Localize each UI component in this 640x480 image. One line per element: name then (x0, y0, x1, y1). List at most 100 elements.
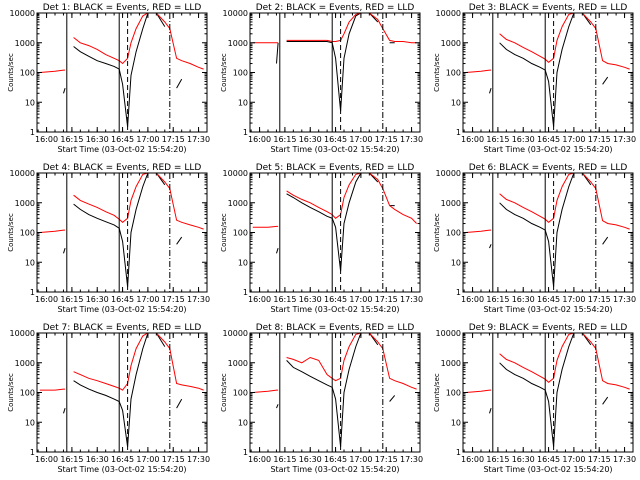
y-axis-label: Counts/sec (7, 213, 15, 252)
x-tick-label: 16:00 (461, 135, 484, 144)
x-tick-label: 16:00 (461, 295, 484, 304)
x-tick-label: 16:45 (537, 135, 560, 144)
plot-frame (36, 172, 208, 293)
y-tick-label: 10 (238, 258, 248, 267)
x-tick-label: 16:15 (486, 455, 509, 464)
panel-det-5: Det 5: BLACK = Events, RED = LLD 1 10 100 10… (220, 163, 423, 314)
series-lld-line (465, 172, 630, 233)
plot-frame (249, 12, 421, 133)
y-tick-label: 10 (25, 418, 35, 427)
y-axis-label: Counts/sec (220, 373, 228, 412)
y-tick-label: 10 (451, 258, 461, 267)
plot-frame (249, 332, 421, 453)
panel-det-2: Det 2: BLACK = Events, RED = LLD 1 10 100 10… (220, 3, 423, 154)
plot-frame (462, 172, 634, 293)
x-tick-label: 16:15 (486, 135, 509, 144)
series-events-line (276, 172, 395, 272)
x-tick-label: 17:00 (562, 295, 585, 304)
panel-title: Det 6: BLACK = Events, RED = LLD (469, 163, 628, 173)
y-tick-label: 100 (20, 229, 35, 238)
panel-det-6: Det 6: BLACK = Events, RED = LLD 1 10 100 10… (433, 163, 636, 314)
panel-det-1: Det 1: BLACK = Events, RED = LLD 1 10 100 10… (7, 3, 210, 154)
x-tick-label: 17:30 (187, 135, 210, 144)
panel-title: Det 2: BLACK = Events, RED = LLD (256, 3, 415, 13)
x-tick-label: 16:00 (35, 455, 58, 464)
x-tick-label: 17:00 (136, 295, 159, 304)
y-tick-label: 1 (243, 448, 248, 457)
series-events-line (489, 332, 609, 447)
y-tick-label: 10000 (436, 169, 461, 178)
y-tick-label: 1000 (228, 39, 248, 48)
y-axis-label: Counts/sec (433, 373, 441, 412)
y-tick-label: 100 (233, 69, 248, 78)
x-tick-label: 17:30 (613, 295, 636, 304)
x-axis-label: Start Time (03-Oct-02 15:54:20) (57, 465, 186, 474)
y-tick-label: 1 (243, 128, 248, 137)
x-tick-label: 16:30 (299, 455, 322, 464)
y-tick-label: 100 (446, 229, 461, 238)
plot-frame (36, 12, 208, 133)
x-tick-label: 17:00 (136, 455, 159, 464)
y-tick-label: 1 (456, 128, 461, 137)
y-tick-label: 10000 (10, 9, 35, 18)
panel-title: Det 1: BLACK = Events, RED = LLD (43, 3, 202, 13)
x-axis-label: Start Time (03-Oct-02 15:54:20) (270, 145, 399, 154)
y-tick-label: 1 (30, 448, 35, 457)
series-lld-line (39, 172, 204, 233)
series-lld-line (252, 332, 417, 393)
x-tick-label: 16:00 (248, 135, 271, 144)
x-tick-label: 17:15 (162, 135, 185, 144)
series-events-line (63, 12, 183, 127)
y-tick-label: 1 (30, 128, 35, 137)
x-tick-label: 16:30 (512, 295, 535, 304)
x-axis-label: Start Time (03-Oct-02 15:54:20) (57, 305, 186, 314)
x-axis-label: Start Time (03-Oct-02 15:54:20) (57, 145, 186, 154)
x-tick-label: 16:30 (86, 295, 109, 304)
y-tick-label: 1000 (228, 199, 248, 208)
series-lld-line (465, 332, 630, 393)
x-tick-label: 16:00 (35, 295, 58, 304)
y-tick-label: 1000 (441, 39, 461, 48)
x-tick-label: 16:30 (299, 295, 322, 304)
x-tick-label: 17:00 (136, 135, 159, 144)
x-tick-label: 17:00 (562, 455, 585, 464)
x-axis-label: Start Time (03-Oct-02 15:54:20) (483, 465, 612, 474)
x-tick-label: 17:00 (349, 455, 372, 464)
x-tick-label: 16:45 (537, 295, 560, 304)
y-axis-label: Counts/sec (433, 53, 441, 92)
panel-det-7: Det 7: BLACK = Events, RED = LLD 1 10 100 10… (7, 323, 210, 474)
y-axis-label: Counts/sec (220, 213, 228, 252)
x-axis-label: Start Time (03-Oct-02 15:54:20) (483, 145, 612, 154)
x-tick-label: 16:45 (111, 295, 134, 304)
panel-det-9: Det 9: BLACK = Events, RED = LLD 1 10 100 10… (433, 323, 636, 474)
x-tick-label: 17:30 (187, 455, 210, 464)
y-tick-label: 10 (25, 98, 35, 107)
plot-frame (249, 172, 421, 293)
x-tick-label: 17:30 (187, 295, 210, 304)
x-tick-label: 16:45 (537, 455, 560, 464)
panel-title: Det 8: BLACK = Events, RED = LLD (256, 323, 415, 333)
x-axis-label: Start Time (03-Oct-02 15:54:20) (270, 465, 399, 474)
y-tick-label: 10 (238, 98, 248, 107)
y-tick-label: 100 (446, 69, 461, 78)
series-lld-line (252, 12, 417, 44)
panel-title: Det 9: BLACK = Events, RED = LLD (469, 323, 628, 333)
x-tick-label: 16:45 (324, 135, 347, 144)
series-lld-line (39, 12, 204, 73)
series-events-line (276, 12, 395, 112)
x-tick-label: 16:30 (512, 455, 535, 464)
x-tick-label: 17:15 (162, 295, 185, 304)
panel-title: Det 3: BLACK = Events, RED = LLD (469, 3, 628, 13)
x-tick-label: 16:30 (299, 135, 322, 144)
x-tick-label: 16:30 (512, 135, 535, 144)
plot-frame (462, 12, 634, 133)
x-tick-label: 16:30 (86, 135, 109, 144)
x-tick-label: 17:00 (562, 135, 585, 144)
series-lld-line (252, 172, 417, 228)
y-tick-label: 10 (25, 258, 35, 267)
x-tick-label: 17:30 (400, 135, 423, 144)
plot-frame (462, 332, 634, 453)
x-tick-label: 16:15 (273, 135, 296, 144)
y-tick-label: 10000 (436, 9, 461, 18)
